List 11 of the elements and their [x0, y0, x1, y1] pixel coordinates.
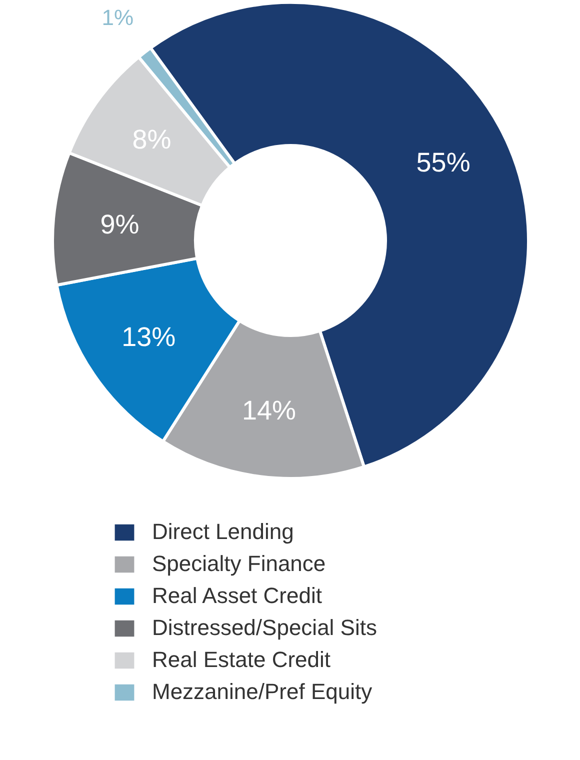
legend-label: Specialty Finance: [152, 551, 326, 577]
legend-label: Real Asset Credit: [152, 583, 322, 609]
legend-label: Distressed/Special Sits: [152, 615, 377, 641]
data-label: 1%: [102, 5, 134, 30]
data-label: 55%: [416, 148, 470, 178]
legend-label: Mezzanine/Pref Equity: [152, 679, 372, 705]
legend-label: Direct Lending: [152, 519, 294, 545]
data-label: 14%: [242, 396, 296, 426]
data-label: 13%: [122, 322, 176, 352]
legend-label: Real Estate Credit: [152, 647, 331, 673]
data-label: 9%: [100, 209, 140, 240]
